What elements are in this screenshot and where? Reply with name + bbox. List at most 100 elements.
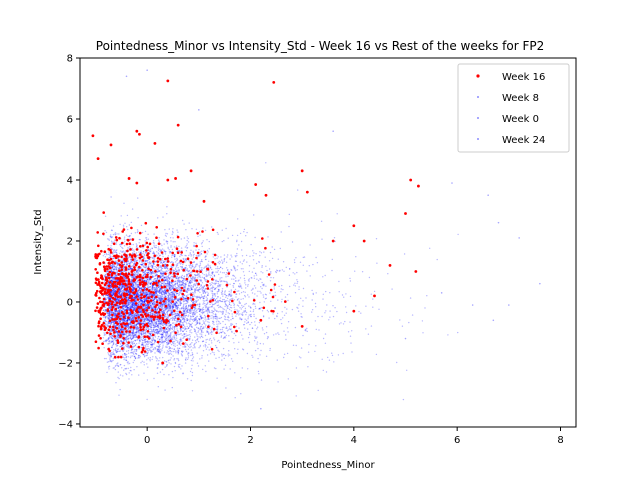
data-point-week-8: [143, 263, 145, 265]
data-point-week-8: [166, 270, 168, 272]
data-point-week-0: [148, 262, 150, 264]
data-point-week-8: [112, 357, 115, 360]
data-point-week-8: [217, 296, 219, 298]
data-point-week-8: [238, 290, 240, 292]
data-point-week-8: [115, 274, 118, 276]
data-point-week-0: [136, 231, 139, 234]
data-point-week-8: [365, 328, 367, 330]
data-point-week-8: [300, 297, 302, 299]
data-point-week-8: [149, 323, 151, 325]
data-point-week-8: [139, 295, 141, 297]
data-point-week-0: [190, 324, 192, 326]
data-point-week-8: [143, 279, 145, 282]
data-point-week-0: [133, 353, 135, 355]
data-point-week-8: [191, 325, 193, 328]
data-point-week-8: [154, 340, 156, 342]
data-point-week-8: [119, 285, 122, 287]
data-point-week-8: [254, 287, 257, 289]
data-point-week-0: [117, 362, 119, 364]
data-point-week-0: [194, 324, 196, 326]
data-point-week-8: [167, 283, 170, 285]
data-point-week-8: [284, 296, 287, 298]
data-point-week-0: [268, 268, 271, 270]
data-point-week-0: [116, 252, 118, 254]
data-point-week-8: [111, 291, 113, 293]
data-point-week-0: [107, 318, 109, 320]
data-point-week-8: [135, 324, 137, 326]
data-point-week-8: [219, 297, 222, 299]
data-point-week-8: [178, 245, 180, 248]
data-point-week-8: [134, 297, 136, 300]
data-point-week-8: [143, 356, 146, 358]
data-point-week-8: [110, 245, 112, 247]
data-point-week-8: [144, 273, 147, 276]
data-point-week-0: [206, 249, 209, 252]
data-point-week-0: [203, 267, 205, 269]
data-point-week-8: [158, 290, 161, 292]
data-point-week-0: [146, 352, 149, 355]
data-point-week-8: [115, 287, 118, 289]
data-point-week-8: [154, 294, 156, 296]
data-point-week-8: [132, 303, 134, 305]
data-point-week-8: [118, 377, 120, 380]
data-point-week-8: [166, 334, 168, 337]
data-point-week-0: [269, 280, 272, 282]
data-point-week-8: [132, 302, 135, 304]
data-point-week-0: [190, 354, 192, 357]
data-point-week-0: [266, 337, 269, 340]
data-point-week-0: [238, 285, 240, 287]
data-point-week-0: [260, 252, 263, 254]
data-point-week-8: [183, 294, 186, 296]
data-point-week-0: [132, 355, 134, 357]
data-point-week-0: [235, 325, 238, 328]
data-point-week-8: [135, 259, 138, 262]
data-point-week-8: [157, 318, 159, 320]
data-point-week-8: [260, 379, 263, 381]
data-point-week-8: [166, 346, 168, 348]
data-point-week-0: [194, 340, 197, 342]
data-point-week-0: [108, 322, 111, 325]
data-point-week-8: [168, 328, 170, 331]
data-point-week-8: [185, 229, 187, 231]
data-point-week-0: [107, 337, 110, 340]
data-point-week-8: [182, 330, 184, 332]
data-point-week-8: [177, 231, 179, 233]
data-point-week-0: [238, 341, 240, 343]
data-point-week-8: [110, 321, 113, 323]
data-point-week-8: [176, 337, 178, 339]
data-point-week-8: [211, 271, 214, 273]
data-point-week-8: [116, 310, 118, 312]
data-point-week-0: [173, 292, 175, 295]
data-point-week-8: [113, 241, 115, 243]
data-point-week-8: [213, 352, 215, 354]
data-point-week-8: [233, 306, 235, 308]
data-point-week-8: [311, 311, 313, 313]
data-point-week-8: [137, 271, 139, 273]
data-point-week-8: [187, 327, 190, 330]
data-point-week-0: [233, 332, 235, 335]
data-point-week-8: [110, 329, 113, 331]
data-point-week-8: [281, 269, 284, 271]
data-point-week-8: [302, 305, 304, 307]
data-point-week-8: [135, 350, 138, 353]
data-point-week-0: [136, 281, 138, 283]
data-point-week-8: [154, 331, 156, 334]
data-point-week-8: [156, 318, 158, 320]
data-point-week-8: [365, 305, 367, 307]
data-point-week-8: [207, 251, 209, 253]
data-point-week-8: [193, 294, 195, 296]
data-point-week-8: [300, 313, 302, 315]
data-point-week-0: [358, 310, 360, 313]
data-point-week-8: [241, 263, 243, 265]
data-point-week-8: [208, 333, 210, 335]
data-point-week-0: [219, 279, 221, 281]
data-point-week-8: [130, 305, 133, 307]
data-point-week-8: [282, 261, 285, 263]
data-point-week-0: [146, 271, 148, 274]
data-point-week-0: [142, 253, 144, 255]
data-point-week-8: [193, 295, 196, 297]
data-point-week-0: [209, 274, 211, 276]
data-point-week-0: [178, 333, 180, 336]
data-point-week-8: [137, 217, 139, 219]
data-point-week-8: [115, 305, 118, 307]
